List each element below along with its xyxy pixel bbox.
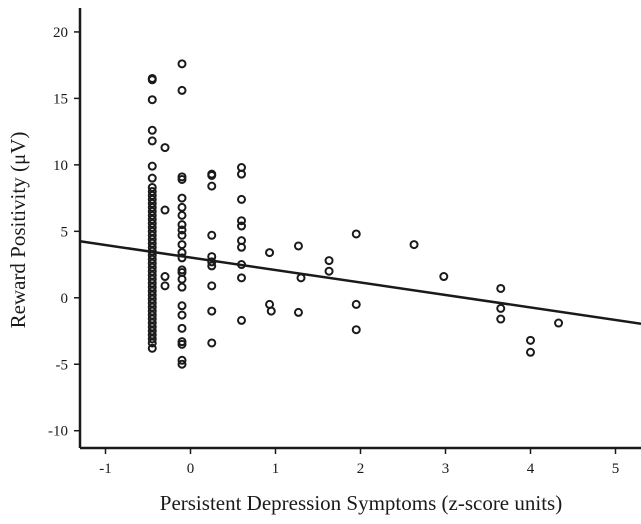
data-point: [207, 338, 217, 348]
data-point: [496, 314, 506, 324]
data-point: [266, 306, 276, 316]
data-point: [160, 272, 170, 282]
x-tick-label: 5: [612, 461, 620, 477]
data-point: [177, 230, 187, 240]
data-point: [177, 225, 187, 235]
y-tick-label: 5: [61, 224, 69, 240]
data-point: [207, 230, 217, 240]
x-tick-label: -1: [99, 461, 112, 477]
data-point: [237, 242, 246, 252]
x-tick-label: 0: [187, 461, 195, 477]
data-point: [147, 125, 157, 135]
data-point: [439, 272, 449, 282]
data-point: [207, 281, 217, 291]
data-point: [147, 338, 157, 348]
data-point: [496, 283, 506, 293]
data-point: [147, 343, 157, 353]
data-point: [147, 95, 157, 105]
y-tick-label: 20: [53, 25, 68, 41]
data-point: [293, 241, 303, 251]
data-point: [177, 301, 187, 311]
x-tick-label: 4: [527, 461, 535, 477]
axes: [78, 8, 641, 450]
y-tick-label: -10: [48, 424, 68, 440]
data-point: [160, 281, 170, 291]
data-point: [351, 229, 361, 239]
data-point: [324, 266, 334, 276]
data-point: [177, 282, 187, 292]
data-point: [526, 347, 535, 357]
data-point: [526, 335, 535, 345]
data-point: [554, 318, 564, 328]
data-point: [177, 359, 187, 369]
data-point: [237, 216, 246, 226]
data-point: [177, 174, 187, 184]
data-point: [177, 355, 187, 365]
regression-line: [79, 240, 641, 325]
data-point: [207, 261, 217, 271]
data-point: [177, 210, 187, 220]
y-tick-label: -5: [56, 357, 69, 373]
y-tick-label: 15: [53, 91, 68, 107]
data-point: [177, 220, 187, 230]
y-tick-label: 0: [61, 291, 69, 307]
data-point: [496, 303, 506, 313]
data-point: [296, 273, 306, 283]
data-point: [351, 299, 361, 309]
y-tick-label: 10: [53, 158, 68, 174]
data-point: [409, 240, 419, 250]
data-point: [177, 202, 187, 212]
data-point: [177, 240, 187, 250]
data-point: [207, 170, 217, 180]
data-point: [147, 334, 157, 344]
data-point: [160, 205, 170, 215]
data-point: [147, 173, 157, 183]
data-point: [293, 307, 303, 317]
data-point: [177, 323, 187, 333]
data-points: [147, 59, 564, 369]
x-tick-label: 1: [272, 461, 280, 477]
data-point: [147, 136, 157, 146]
regression-line-group: [79, 240, 641, 325]
data-point: [237, 169, 246, 179]
data-point: [237, 194, 246, 204]
data-point: [147, 161, 157, 171]
x-tick-label: 2: [357, 461, 365, 477]
y-axis-title: Reward Positivity (μV): [6, 132, 30, 329]
data-point: [265, 248, 275, 258]
data-point: [177, 339, 187, 349]
data-point: [207, 306, 217, 316]
x-axis-title: Persistent Depression Symptoms (z-score …: [160, 491, 562, 515]
x-tick-label: 3: [442, 461, 450, 477]
data-point: [237, 273, 246, 283]
data-point: [351, 325, 361, 335]
data-point: [237, 315, 246, 325]
data-point: [177, 310, 187, 320]
data-point: [207, 181, 217, 191]
data-point: [177, 85, 187, 95]
data-point: [147, 75, 157, 85]
data-point: [177, 193, 187, 203]
data-point: [324, 256, 334, 266]
data-point: [237, 221, 246, 231]
data-point: [160, 143, 170, 153]
data-point: [177, 59, 187, 69]
